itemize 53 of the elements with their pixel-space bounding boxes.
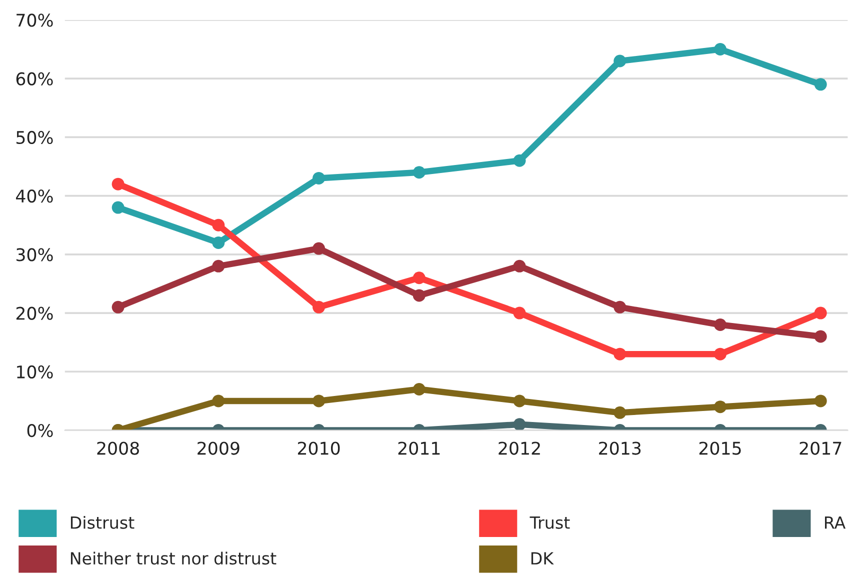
point	[412, 289, 426, 302]
y-tick-label: 30%	[16, 248, 53, 262]
y-tick-label: 0%	[27, 424, 53, 438]
y-tick-label: 20%	[16, 306, 53, 320]
x-tick-label: 2008	[97, 442, 139, 455]
point	[212, 218, 225, 232]
point	[112, 201, 124, 214]
point	[312, 394, 326, 408]
point	[312, 300, 326, 314]
x-tick-label: 2012	[498, 442, 540, 455]
point	[814, 78, 827, 91]
point	[212, 394, 225, 408]
point	[714, 318, 726, 332]
point	[714, 400, 726, 414]
point	[412, 382, 426, 396]
point	[614, 406, 626, 419]
y-tick-label: 70%	[16, 14, 53, 27]
point	[513, 394, 526, 408]
point	[714, 348, 726, 360]
point	[412, 166, 426, 179]
point	[814, 330, 827, 343]
point	[112, 178, 124, 190]
point	[714, 43, 726, 56]
point	[814, 394, 827, 408]
point	[513, 306, 526, 320]
x-tick-label: 2010	[298, 442, 340, 455]
legend-label: DK	[531, 552, 554, 564]
point	[513, 260, 526, 272]
point	[614, 54, 626, 68]
legend-label: Neither trust nor distrust	[70, 552, 276, 565]
y-tick-label: 40%	[16, 190, 53, 203]
x-tick-label: 2015	[699, 442, 741, 455]
y-tick-label: 50%	[16, 130, 53, 144]
point	[614, 348, 626, 360]
point	[614, 300, 626, 314]
point	[513, 418, 526, 430]
y-tick-label: 10%	[17, 365, 53, 378]
point	[814, 306, 827, 320]
point	[212, 260, 225, 272]
x-tick-label: 2009	[198, 442, 240, 455]
y-tick-label: 60%	[16, 72, 53, 86]
x-tick-label: 2013	[599, 442, 641, 455]
point	[513, 154, 526, 167]
point	[312, 172, 326, 184]
legend-label: Trust	[530, 516, 570, 529]
point	[312, 242, 326, 255]
point	[412, 272, 426, 284]
point	[212, 236, 225, 249]
legend-label: Distrust	[70, 516, 134, 529]
x-tick-label: 2017	[800, 442, 842, 455]
x-tick-label: 2011	[398, 442, 440, 455]
legend-label: RA	[824, 516, 846, 529]
point	[112, 300, 124, 314]
